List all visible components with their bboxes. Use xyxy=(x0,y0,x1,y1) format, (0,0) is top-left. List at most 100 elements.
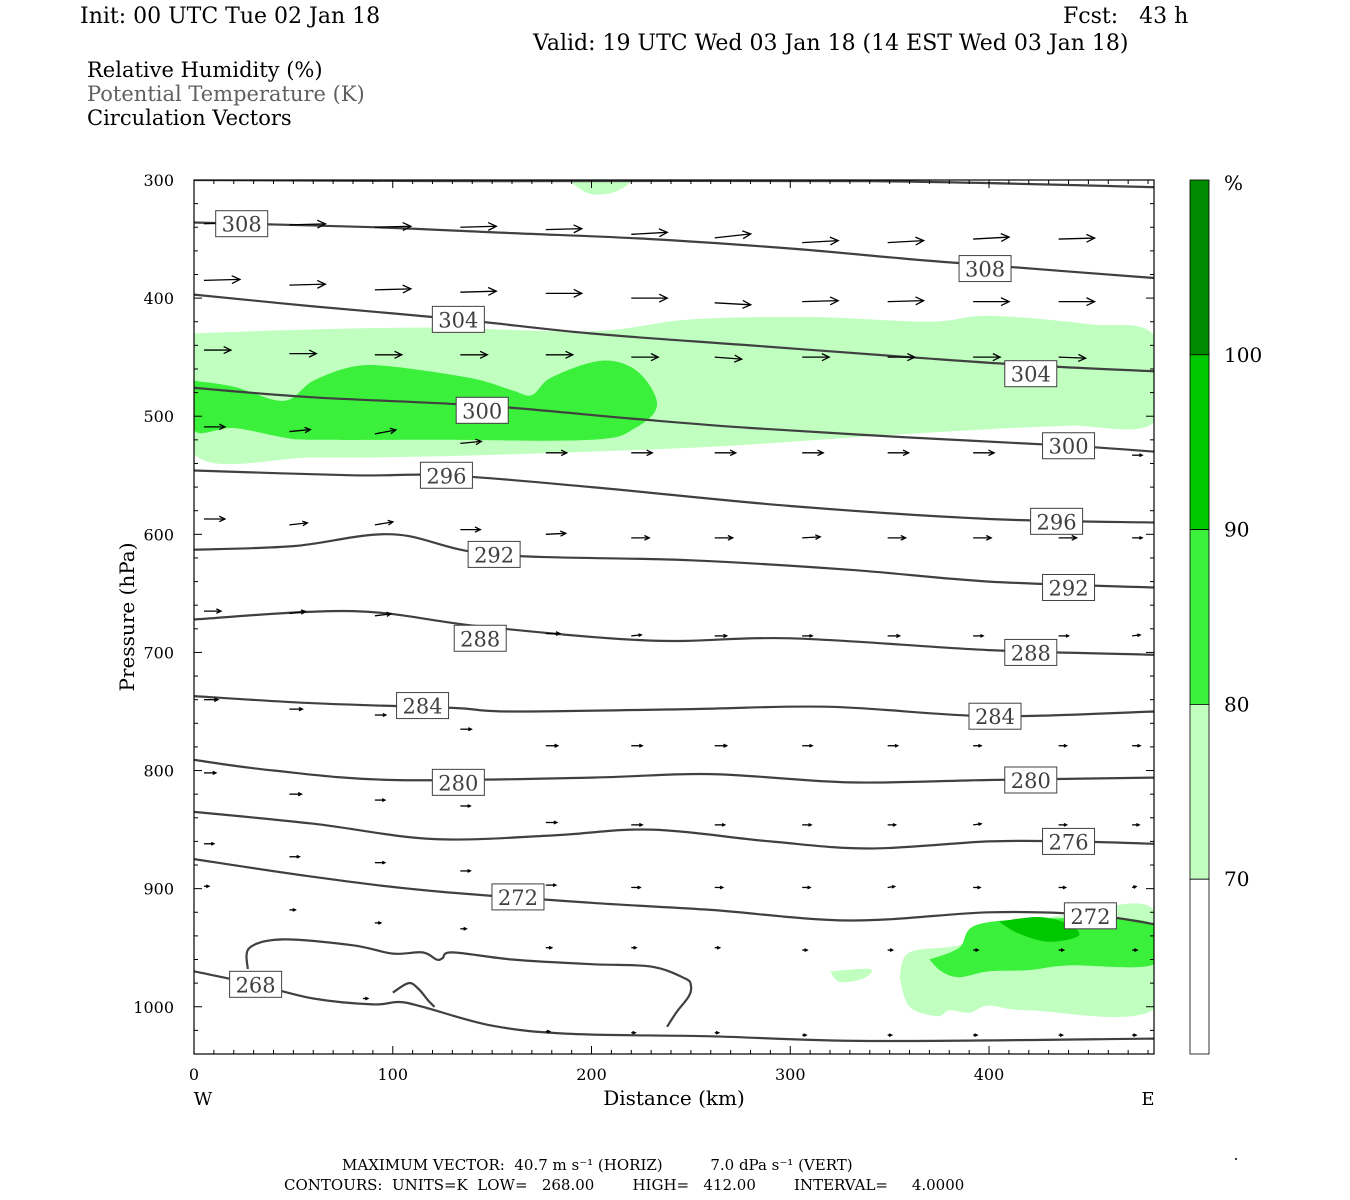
vector-head xyxy=(474,526,482,533)
vector-shaft xyxy=(714,233,751,239)
vector-head xyxy=(402,284,413,294)
vector-shaft xyxy=(460,225,497,228)
vector-head xyxy=(723,743,729,748)
vector-arrow xyxy=(631,945,638,950)
vector-head xyxy=(900,534,908,541)
vector-arrow xyxy=(973,948,980,952)
vector-head xyxy=(565,350,575,359)
vector-arrow xyxy=(374,860,387,865)
vector-head xyxy=(1060,948,1066,952)
isentrope-288 xyxy=(194,609,1154,656)
vector-shaft xyxy=(887,300,924,303)
isentrope-label-300: 300 xyxy=(1048,435,1088,459)
west-label: W xyxy=(194,1089,213,1110)
vector-head xyxy=(300,609,307,615)
isentrope-label-284: 284 xyxy=(403,695,443,719)
vector-arrow xyxy=(203,423,227,431)
vector-shaft xyxy=(460,290,497,293)
max-vector-info: MAXIMUM VECTOR: 40.7 m s⁻¹ (HORIZ) 7.0 d… xyxy=(342,1156,853,1174)
vector-head xyxy=(742,230,753,240)
isentrope-label-308: 308 xyxy=(222,213,262,237)
vector-head xyxy=(646,449,654,457)
vector-shaft xyxy=(545,227,582,231)
circulation-vectors xyxy=(203,218,1144,1037)
isentrope-label-box xyxy=(968,702,1022,730)
vector-arrow xyxy=(973,449,996,457)
vector-arrow xyxy=(374,519,395,526)
vector-arrow xyxy=(714,743,729,748)
vector-head xyxy=(891,884,897,889)
vector-arrow xyxy=(714,885,725,890)
vector-arrow xyxy=(1132,453,1144,458)
vector-arrow xyxy=(714,1030,721,1035)
vector-head xyxy=(817,449,825,457)
vector-arrow xyxy=(973,634,985,638)
isentrope-label-box xyxy=(1004,360,1058,388)
vector-head xyxy=(638,633,643,638)
isentrope-label-box xyxy=(958,255,1012,283)
vector-arrow xyxy=(1132,535,1144,540)
isentrope-label-box xyxy=(229,970,283,998)
vector-arrow xyxy=(802,236,840,246)
x-tick-label: 300 xyxy=(775,1065,806,1084)
vector-head xyxy=(1063,822,1069,827)
y-tick-label: 400 xyxy=(143,289,174,308)
vector-head xyxy=(1062,885,1068,890)
x-tick-label: 100 xyxy=(377,1065,408,1084)
vector-arrow xyxy=(1132,633,1142,638)
vector-head xyxy=(381,798,387,802)
vector-shaft xyxy=(374,225,411,228)
vector-head xyxy=(573,288,584,298)
vector-arrow xyxy=(203,345,233,355)
legend-rh: Relative Humidity (%) xyxy=(87,58,323,82)
vector-shaft xyxy=(289,428,311,433)
vector-head xyxy=(223,345,233,355)
vector-arrow xyxy=(362,996,370,1001)
vector-arrow xyxy=(545,945,554,950)
vector-shaft xyxy=(545,532,566,535)
vector-head xyxy=(1133,885,1138,889)
vector-arrow xyxy=(631,228,669,238)
vector-arrow xyxy=(802,1033,808,1037)
vector-arrow xyxy=(374,921,383,925)
vector-arrow xyxy=(973,353,1002,362)
isentrope-label-box xyxy=(431,305,485,333)
vector-shaft xyxy=(374,521,393,526)
colorbar-level-label: 70 xyxy=(1224,867,1249,891)
vector-arrow xyxy=(973,232,1011,242)
vector-arrow xyxy=(631,534,651,541)
vector-head xyxy=(231,275,242,285)
vector-head xyxy=(808,822,813,827)
vector-arrow xyxy=(1058,822,1069,827)
vector-arrow xyxy=(1058,885,1068,890)
reference-vector-arrow xyxy=(1235,1158,1237,1160)
vector-arrow xyxy=(460,438,483,446)
vector-head xyxy=(729,449,738,457)
isentrope-268 xyxy=(245,938,693,1028)
vector-shaft xyxy=(714,356,742,360)
vector-arrow xyxy=(714,299,753,309)
y-tick-label: 700 xyxy=(143,643,174,662)
contour-info: CONTOURS: UNITS=K LOW= 268.00 HIGH= 412.… xyxy=(284,1176,965,1194)
vector-arrow xyxy=(714,354,744,363)
vector-head xyxy=(829,296,840,306)
vector-arrow xyxy=(374,427,398,435)
vector-arrow xyxy=(802,296,840,306)
vector-head xyxy=(212,770,218,776)
vector-head xyxy=(1137,633,1142,638)
isentrope-268 xyxy=(194,970,1154,1043)
vector-arrow xyxy=(460,526,482,533)
isentrope-label-box xyxy=(431,768,485,796)
vector-head xyxy=(658,228,669,238)
isentrope-segment xyxy=(392,981,436,1008)
rh-region-70 xyxy=(571,180,630,195)
vector-arrow xyxy=(374,284,413,294)
vector-head xyxy=(639,743,644,748)
vector-head xyxy=(633,945,638,950)
vector-arrow xyxy=(374,798,387,802)
vector-head xyxy=(402,221,413,231)
vector-arrow xyxy=(1058,233,1097,243)
vector-arrow xyxy=(802,534,822,541)
vector-head xyxy=(658,293,669,303)
y-axis-label: Pressure (hPa) xyxy=(115,543,139,692)
